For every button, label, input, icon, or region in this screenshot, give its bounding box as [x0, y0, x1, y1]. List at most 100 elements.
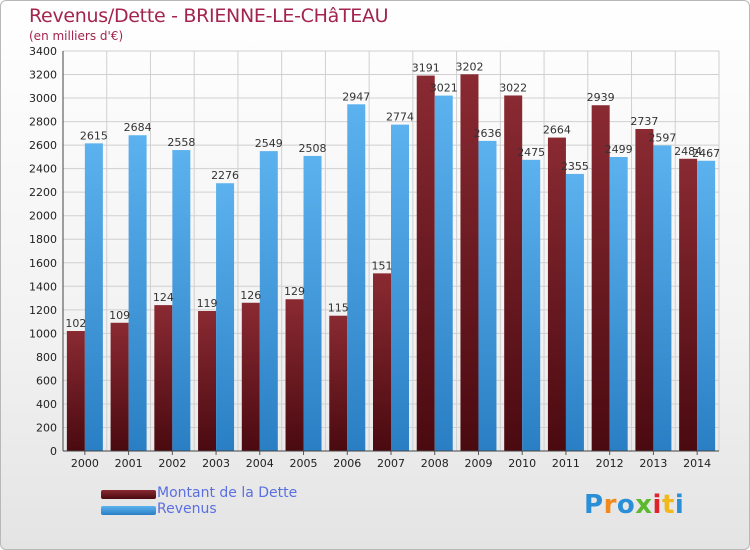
logo-letter: i	[674, 490, 685, 520]
data-label-debt: 126	[240, 289, 261, 302]
x-tick-label: 2010	[508, 457, 536, 470]
y-tick-label: 1600	[29, 257, 57, 270]
bar-revenue	[216, 183, 235, 451]
data-labels: 102 2615 109 2684 124 2558 119 2276 126 2549 129 25…	[65, 60, 720, 330]
y-tick-label: 2200	[29, 186, 57, 199]
bar-debt	[198, 311, 217, 451]
bar-revenue	[434, 95, 453, 452]
x-tick-label: 2014	[683, 457, 711, 470]
data-label-debt: 109	[109, 309, 130, 322]
bar-revenue	[522, 159, 541, 451]
chart-title: Revenus/Dette - BRIENNE-LE-CHâTEAU	[29, 5, 389, 27]
data-label-debt: 124	[153, 291, 174, 304]
data-label-revenue: 2549	[255, 137, 283, 150]
x-tick-label: 2011	[552, 457, 580, 470]
data-label-debt: 3022	[499, 81, 527, 94]
x-tick-label: 2013	[639, 457, 667, 470]
y-tick-label: 2800	[29, 116, 57, 129]
logo-letter: P	[584, 490, 604, 520]
y-tick-label: 400	[36, 398, 57, 411]
data-label-debt: 2484	[674, 145, 702, 158]
y-tick-label: 2400	[29, 163, 57, 176]
bar-debt	[416, 75, 435, 452]
y-tick-label: 2000	[29, 210, 57, 223]
logo-letter: i	[652, 490, 662, 520]
x-tick-label: 2012	[596, 457, 624, 470]
x-tick-label: 2000	[71, 457, 99, 470]
data-label-revenue: 2597	[648, 131, 676, 144]
bar-debt	[504, 95, 523, 452]
data-label-revenue: 2276	[211, 169, 239, 182]
legend-swatch-revenue	[101, 506, 156, 515]
bar-revenue	[347, 104, 366, 451]
data-label-debt: 3191	[412, 62, 440, 75]
legend-item-debt: Montant de la Dette	[101, 485, 301, 502]
y-tick-label: 1400	[29, 280, 57, 293]
data-label-debt: 2664	[543, 124, 571, 137]
bar-revenue	[653, 145, 672, 451]
y-tick-label: 600	[36, 374, 57, 387]
x-tick-label: 2007	[377, 457, 405, 470]
y-tick-label: 1000	[29, 327, 57, 340]
y-tick-label: 800	[36, 351, 57, 364]
data-label-debt: 2939	[587, 91, 615, 104]
y-tick-label: 3000	[29, 92, 57, 105]
y-tick-label: 2600	[29, 139, 57, 152]
bar-debt	[241, 302, 260, 451]
logo-letter: r	[603, 490, 617, 520]
data-label-revenue: 2684	[124, 121, 152, 134]
bar-debt	[679, 158, 698, 451]
bar-debt	[591, 105, 610, 451]
data-label-revenue: 2947	[342, 90, 370, 103]
data-label-revenue: 2508	[299, 142, 327, 155]
axes: 0 200 400 600 800 1000 1200 1400 1600 1800 2000 220…	[29, 45, 719, 470]
x-tick-label: 2002	[158, 457, 186, 470]
y-tick-label: 1200	[29, 304, 57, 317]
legend-label-revenue: Revenus	[157, 501, 217, 517]
legend-swatch-debt	[101, 490, 156, 499]
data-label-debt: 129	[284, 285, 305, 298]
data-label-revenue: 2475	[517, 146, 545, 159]
bar-debt	[66, 331, 85, 451]
bar-debt	[373, 273, 391, 451]
bars	[66, 74, 716, 452]
bar-debt	[329, 315, 348, 451]
legend-label-debt: Montant de la Dette	[157, 485, 298, 501]
bar-debt	[154, 305, 173, 451]
data-label-revenue: 2355	[561, 160, 589, 173]
data-label-revenue: 2774	[386, 111, 414, 124]
x-tick-label: 2005	[290, 457, 318, 470]
y-tick-label: 3200	[29, 69, 57, 82]
bar-revenue	[565, 173, 584, 452]
bar-revenue	[478, 140, 497, 451]
y-tick-label: 200	[36, 421, 57, 434]
x-tick-label: 2009	[464, 457, 492, 470]
bar-revenue	[697, 160, 716, 451]
data-label-revenue: 2558	[167, 136, 195, 149]
bar-revenue	[391, 124, 409, 451]
data-label-revenue: 2467	[692, 147, 720, 160]
logo-letter: o	[616, 490, 636, 520]
bar-revenue	[609, 157, 628, 451]
data-label-revenue: 2636	[473, 127, 501, 140]
x-tick-label: 2003	[202, 457, 230, 470]
bar-revenue	[172, 150, 191, 451]
legend-item-revenue: Revenus	[101, 501, 301, 518]
proxiti-logo: Proxiti	[584, 490, 684, 520]
bar-debt	[635, 129, 654, 451]
data-label-revenue: 2615	[80, 129, 108, 142]
bar-revenue	[259, 151, 278, 451]
data-label-debt: 2737	[630, 115, 658, 128]
bar-debt	[110, 322, 129, 451]
data-label-debt: 151	[372, 259, 393, 272]
y-tick-label: 3400	[29, 45, 57, 58]
logo-letter: t	[661, 490, 675, 520]
bar-revenue	[128, 135, 147, 451]
data-label-debt: 3202	[455, 60, 483, 73]
data-label-revenue: 3021	[430, 82, 458, 95]
bar-revenue	[84, 143, 103, 451]
x-tick-label: 2004	[246, 457, 274, 470]
y-tick-label: 0	[50, 445, 57, 458]
